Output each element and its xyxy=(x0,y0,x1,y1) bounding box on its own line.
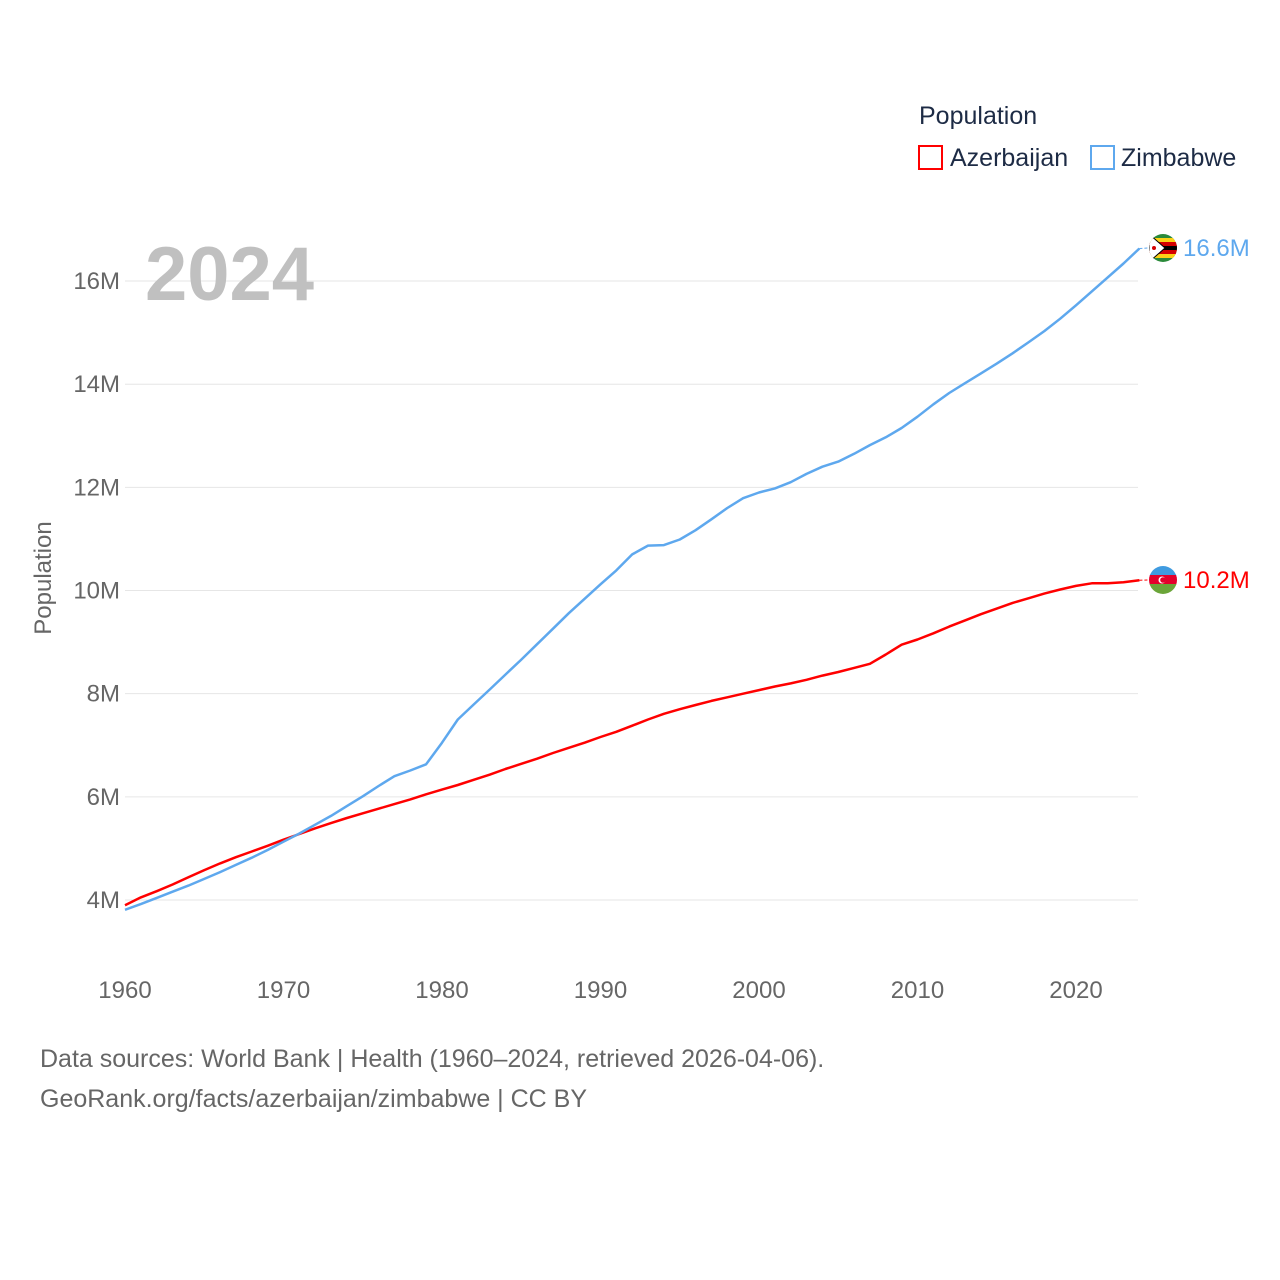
footer-sources: Data sources: World Bank | Health (1960–… xyxy=(40,1045,825,1073)
end-value-label-zimbabwe: 16.6M xyxy=(1183,235,1250,262)
x-tick-label: 1990 xyxy=(574,977,627,1004)
legend-swatch-zimbabwe xyxy=(1090,145,1115,170)
legend-label-azerbaijan: Azerbaijan xyxy=(950,144,1068,172)
y-tick-label: 14M xyxy=(73,371,120,398)
y-tick-label: 6M xyxy=(87,784,120,811)
x-tick-label: 2020 xyxy=(1049,977,1102,1004)
end-value-label-azerbaijan: 10.2M xyxy=(1183,567,1250,594)
series-line-zimbabwe[interactable] xyxy=(124,247,1141,911)
series-line-azerbaijan[interactable] xyxy=(124,578,1140,907)
footer-attribution-link[interactable]: GeoRank.org/facts/azerbaijan/zimbabwe | … xyxy=(40,1085,588,1113)
x-axis-ticks: 1960 1970 1980 1990 2000 2010 2020 xyxy=(98,977,1102,1004)
legend-label-zimbabwe: Zimbabwe xyxy=(1121,144,1236,172)
x-tick-label: 1980 xyxy=(415,977,468,1004)
y-tick-label: 12M xyxy=(73,474,120,501)
gridlines xyxy=(125,280,1138,901)
y-tick-label: 8M xyxy=(87,681,120,708)
y-tick-label: 16M xyxy=(73,268,120,295)
y-tick-label: 10M xyxy=(73,578,120,605)
x-tick-label: 2000 xyxy=(732,977,785,1004)
y-axis-ticks: 4M 6M 8M 10M 12M 14M 16M xyxy=(73,268,120,914)
x-tick-label: 1960 xyxy=(98,977,151,1004)
end-connector-zimbabwe xyxy=(1139,247,1149,250)
legend-title: Population xyxy=(919,102,1037,130)
y-tick-label: 4M xyxy=(87,887,120,914)
legend-swatch-azerbaijan xyxy=(918,145,943,170)
series-lines: 10.2M 16.6M xyxy=(124,235,1250,911)
azerbaijan-flag-icon xyxy=(1149,566,1177,594)
x-tick-label: 1970 xyxy=(257,977,310,1004)
legend: Population Azerbaijan Zimbabwe xyxy=(918,102,1236,172)
year-watermark: 2024 xyxy=(145,232,314,317)
x-tick-label: 2010 xyxy=(891,977,944,1004)
legend-item-zimbabwe[interactable]: Zimbabwe xyxy=(1090,144,1236,172)
zimbabwe-flag-icon xyxy=(1149,234,1177,262)
legend-item-azerbaijan[interactable]: Azerbaijan xyxy=(918,144,1068,172)
y-axis-label: Population xyxy=(30,521,57,634)
